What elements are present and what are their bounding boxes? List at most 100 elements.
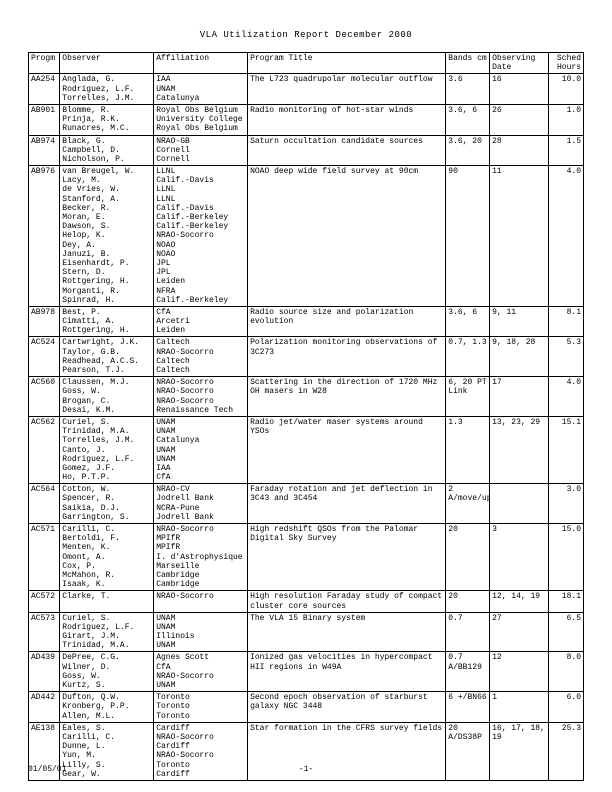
cell-affiliation: IAAUNAMCatalunya	[154, 74, 248, 105]
col-date: Observing Date	[490, 53, 548, 74]
cell-prog: AC573	[29, 612, 60, 652]
col-hours: Sched Hours	[548, 53, 584, 74]
cell-bands: 3.6, 6	[446, 104, 490, 135]
cell-program-title: Second epoch observation of starburst ga…	[248, 692, 446, 723]
cell-date: 11	[490, 166, 548, 307]
cell-prog: AD439	[29, 652, 60, 692]
cell-date: 26	[490, 104, 548, 135]
cell-prog: AC562	[29, 416, 60, 483]
cell-affiliation: Royal Obs BelgiumUniversity CollegeRoyal…	[154, 104, 248, 135]
col-obs: Observer	[60, 53, 154, 74]
cell-affiliation: NRAO-SocorroMPIfRMPIfRI. d'Astrophysique…	[154, 524, 248, 591]
cell-prog: AD442	[29, 692, 60, 723]
table-row: AB978Best, P.Cimatti, A.Rottgering, H.Cf…	[29, 306, 584, 337]
cell-bands: 20	[446, 524, 490, 591]
cell-program-title: NOAO deep wide field survey at 90cm	[248, 166, 446, 307]
cell-hours: 6.5	[548, 612, 584, 652]
cell-prog: AC571	[29, 524, 60, 591]
cell-program-title: Ionized gas velocities in hypercompact H…	[248, 652, 446, 692]
cell-hours: 1.0	[548, 104, 584, 135]
cell-affiliation: NRAO-SocorroNRAO-SocorroNRAO-SocorroRena…	[154, 377, 248, 417]
footer-date: 01/05/01	[28, 765, 66, 774]
cell-affiliation: NRAO-CVJodrell BankNCRA-PuneJodrell Bank	[154, 484, 248, 524]
cell-program-title: Faraday rotation and jet deflection in 3…	[248, 484, 446, 524]
cell-hours: 4.0	[548, 166, 584, 307]
cell-bands: 3.6, 20	[446, 135, 490, 166]
cell-hours: 5.3	[548, 337, 584, 377]
cell-bands: 2 A/move/up	[446, 484, 490, 524]
cell-hours: 6.0	[548, 692, 584, 723]
cell-affiliation: LLNLCalif.-DavisLLNLLLNLCalif.-DavisCali…	[154, 166, 248, 307]
cell-program-title: Scattering in the direction of 1720 MHz …	[248, 377, 446, 417]
cell-affiliation: CfAArcetriLeiden	[154, 306, 248, 337]
cell-bands: 90	[446, 166, 490, 307]
table-row: AC564Cotton, W.Spencer, R.Saikia, D.J.Ga…	[29, 484, 584, 524]
cell-date: 1	[490, 692, 548, 723]
cell-date: 28	[490, 135, 548, 166]
cell-program-title: Radio monitoring of hot-star winds	[248, 104, 446, 135]
footer-page: -1-	[299, 765, 313, 774]
table-row: AD439DePree, C.G.Wilner, D.Goss, W.Kurtz…	[29, 652, 584, 692]
table-row: AB974Black, G.Campbell, D.Nicholson, P.N…	[29, 135, 584, 166]
cell-hours: 8.1	[548, 306, 584, 337]
cell-date: 13, 23, 29	[490, 416, 548, 483]
cell-observer: Best, P.Cimatti, A.Rottgering, H.	[60, 306, 154, 337]
table-row: AB976van Breugel, W.Lacy, M.de Vries, W.…	[29, 166, 584, 307]
cell-date: 12, 14, 19	[490, 591, 548, 612]
cell-affiliation: UNAMUNAMIllinoisUNAM	[154, 612, 248, 652]
cell-observer: Black, G.Campbell, D.Nicholson, P.	[60, 135, 154, 166]
cell-date: 9, 11	[490, 306, 548, 337]
cell-observer: Curiel, S.Trinidad, M.A.Torrelles, J.M.C…	[60, 416, 154, 483]
cell-hours: 3.0	[548, 484, 584, 524]
cell-observer: Curiel, S.Rodriguez, L.F.Girart, J.M.Tri…	[60, 612, 154, 652]
cell-prog: AC564	[29, 484, 60, 524]
cell-prog: AB976	[29, 166, 60, 307]
cell-observer: DePree, C.G.Wilner, D.Goss, W.Kurtz, S.	[60, 652, 154, 692]
cell-program-title: High resolution Faraday study of compact…	[248, 591, 446, 612]
cell-hours: 15.0	[548, 524, 584, 591]
cell-affiliation: TorontoTorontoToronto	[154, 692, 248, 723]
cell-affiliation: NRAO-GBCornellCornell	[154, 135, 248, 166]
cell-hours: 15.1	[548, 416, 584, 483]
page-footer: 01/05/01 -1-	[28, 765, 584, 774]
cell-date: 9, 18, 28	[490, 337, 548, 377]
cell-bands: 3.6	[446, 74, 490, 105]
cell-prog: AB901	[29, 104, 60, 135]
table-row: AC560Claussen, M.J.Goss, W.Brogan, C.Des…	[29, 377, 584, 417]
cell-prog: AA254	[29, 74, 60, 105]
cell-date: 27	[490, 612, 548, 652]
cell-bands: 20	[446, 591, 490, 612]
cell-date: 17	[490, 377, 548, 417]
cell-bands: 6 +/BN66	[446, 692, 490, 723]
cell-observer: Clarke, T.	[60, 591, 154, 612]
cell-bands: 0.7, 1.3	[446, 337, 490, 377]
cell-prog: AC524	[29, 337, 60, 377]
cell-prog: AC560	[29, 377, 60, 417]
col-title: Program Title	[248, 53, 446, 74]
cell-affiliation: NRAO-Socorro	[154, 591, 248, 612]
cell-program-title: Radio source size and polarization evolu…	[248, 306, 446, 337]
table-row: AA254Anglada, G.Rodriguez, L.F.Torrelles…	[29, 74, 584, 105]
cell-program-title: The L723 quadrupolar molecular outflow	[248, 74, 446, 105]
cell-observer: Dufton, Q.W.Kronberg, P.P.Allen, M.L.	[60, 692, 154, 723]
cell-hours: 8.0	[548, 652, 584, 692]
cell-program-title: The VLA 15 Binary system	[248, 612, 446, 652]
cell-observer: Carilli, C.Bertoldi, F.Menten, K.Omont, …	[60, 524, 154, 591]
cell-program-title: Saturn occultation candidate sources	[248, 135, 446, 166]
cell-program-title: Polarization monitoring observations of …	[248, 337, 446, 377]
cell-bands: 0.7 A/BB129	[446, 652, 490, 692]
col-aff: Affiliation	[154, 53, 248, 74]
cell-hours: 1.5	[548, 135, 584, 166]
table-header-row: Progm Observer Affiliation Program Title…	[29, 53, 584, 74]
cell-observer: van Breugel, W.Lacy, M.de Vries, W.Stanf…	[60, 166, 154, 307]
col-bands: Bands cm	[446, 53, 490, 74]
table-row: AC572Clarke, T.NRAO-SocorroHigh resoluti…	[29, 591, 584, 612]
table-row: AC573Curiel, S.Rodriguez, L.F.Girart, J.…	[29, 612, 584, 652]
table-row: AB901Blomme, R.Prinja, R.K.Runacres, M.C…	[29, 104, 584, 135]
cell-observer: Claussen, M.J.Goss, W.Brogan, C.Desai, K…	[60, 377, 154, 417]
cell-date: 12	[490, 652, 548, 692]
cell-affiliation: UNAMUNAMCatalunyaUNAMUNAMIAACfA	[154, 416, 248, 483]
table-row: AC562Curiel, S.Trinidad, M.A.Torrelles, …	[29, 416, 584, 483]
cell-hours: 18.1	[548, 591, 584, 612]
cell-hours: 10.0	[548, 74, 584, 105]
